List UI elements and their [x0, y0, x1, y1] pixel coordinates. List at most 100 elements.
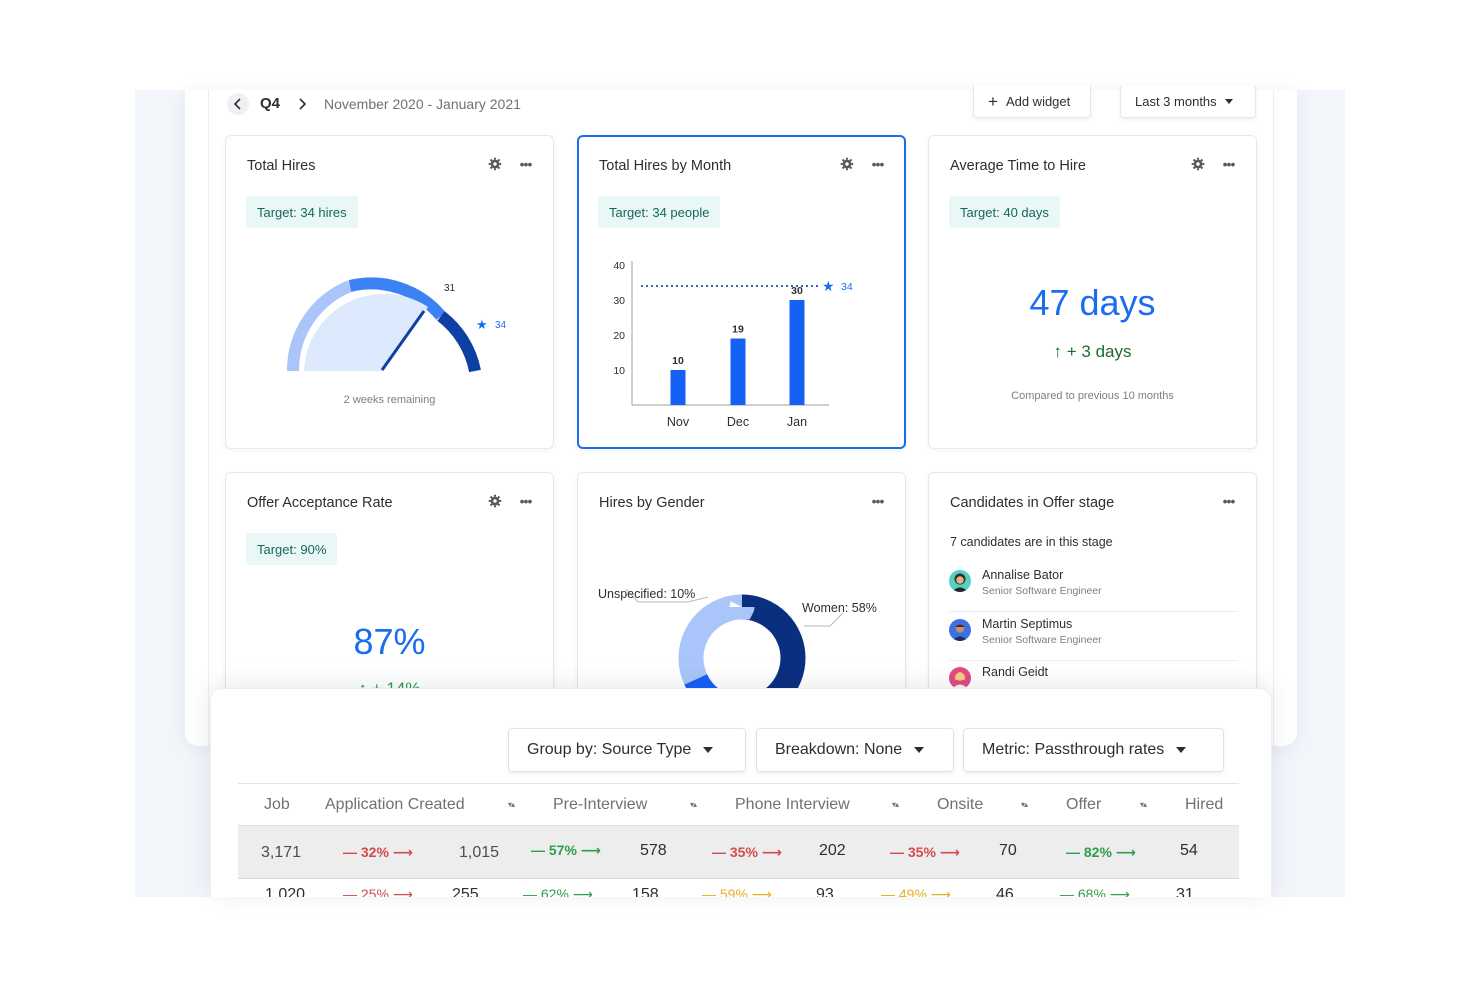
- column-header-offer[interactable]: Offer: [1066, 796, 1102, 813]
- pre-interview-count: 578: [640, 842, 667, 859]
- passthrough-rate: — 35% ⟶: [890, 844, 960, 860]
- period-select[interactable]: Last 3 months: [1120, 86, 1256, 118]
- add-widget-button[interactable]: + Add widget: [973, 86, 1091, 118]
- phone-interview-count: 202: [819, 842, 846, 859]
- bar-jan: [789, 300, 805, 405]
- application-count: 255: [452, 886, 479, 897]
- previous-period-button[interactable]: [227, 93, 249, 115]
- hired-count: 54: [1180, 842, 1198, 859]
- phone-interview-count: 93: [816, 886, 834, 897]
- pre-interview-count: 158: [632, 886, 659, 897]
- add-widget-label: Add widget: [1005, 94, 1071, 109]
- more-options-icon[interactable]: •••: [519, 155, 533, 172]
- funnel-table-header: Job Application Created ▾▴ Pre-Interview…: [238, 783, 1239, 825]
- sort-icon[interactable]: ▾▴: [690, 800, 697, 809]
- target-chip: Target: 34 people: [598, 196, 721, 228]
- table-row[interactable]: 3,171 — 32% ⟶ 1,015 — 57% ⟶ 578 — 35% ⟶ …: [238, 825, 1239, 879]
- card-title: Offer Acceptance Rate: [247, 495, 393, 511]
- onsite-count: 46: [996, 886, 1014, 897]
- candidate-row[interactable]: Randi Geidt: [949, 661, 1238, 709]
- more-options-icon[interactable]: •••: [1222, 492, 1236, 509]
- women-leader-line: [804, 612, 844, 627]
- breakdown-label: Breakdown: None: [775, 741, 903, 758]
- card-title: Total Hires: [247, 158, 316, 174]
- arrow-up-icon: ↑: [1053, 342, 1063, 361]
- metric-dropdown[interactable]: Metric: Passthrough rates: [963, 728, 1224, 772]
- gear-icon[interactable]: [487, 156, 502, 171]
- passthrough-rate: — 68% ⟶: [1060, 886, 1130, 897]
- card-title: Hires by Gender: [599, 495, 705, 511]
- avatar: [949, 619, 971, 641]
- caret-down-icon: [914, 747, 925, 753]
- gauge-needle: [380, 310, 426, 371]
- candidate-row[interactable]: Annalise Bator Senior Software Engineer: [949, 564, 1238, 612]
- caret-down-icon: [703, 747, 714, 753]
- column-header-onsite[interactable]: Onsite: [937, 796, 984, 813]
- y-tick-label: 40: [613, 260, 625, 272]
- x-tick-label: Nov: [667, 415, 690, 427]
- remaining-note: 2 weeks remaining: [343, 394, 436, 406]
- avatar: [949, 667, 971, 689]
- passthrough-rate: — 62% ⟶: [523, 886, 593, 897]
- bar-dec: [730, 338, 746, 405]
- breakdown-dropdown[interactable]: Breakdown: None: [756, 728, 954, 772]
- hires-by-month-bar-chart: 10 20 30 40 ★ 34 10 Nov 19 Dec 30 Jan: [613, 260, 853, 427]
- card-title: Average Time to Hire: [950, 158, 1086, 174]
- plus-icon: +: [988, 92, 998, 111]
- gauge-segment-remaining: [437, 311, 481, 373]
- quarter-label: Q4: [260, 95, 281, 112]
- unspecified-label: Unspecified: 10%: [598, 587, 696, 601]
- passthrough-rate: — 49% ⟶: [881, 886, 951, 897]
- gear-icon[interactable]: [487, 493, 502, 508]
- candidate-role: Senior Software Engineer: [982, 634, 1102, 646]
- next-period-button[interactable]: [291, 93, 313, 115]
- sort-icon[interactable]: ▾▴: [1021, 800, 1028, 809]
- target-value-label: 34: [841, 281, 853, 293]
- candidate-row[interactable]: Martin Septimus Senior Software Engineer: [949, 613, 1238, 661]
- more-options-icon[interactable]: •••: [1222, 155, 1236, 172]
- sort-icon[interactable]: ▾▴: [892, 800, 899, 809]
- total-hires-card[interactable]: Total Hires ••• Target: 34 hires 31 ★ 34…: [225, 135, 554, 449]
- bar-nov: [670, 370, 686, 405]
- dashboard-inner: [208, 90, 1274, 746]
- more-options-icon[interactable]: •••: [871, 155, 885, 172]
- gauge-segment-progress: [348, 277, 446, 320]
- hired-count: 31: [1176, 886, 1194, 897]
- date-range: November 2020 - January 2021: [324, 96, 521, 112]
- more-options-icon[interactable]: •••: [519, 492, 533, 509]
- column-header-phone-interview[interactable]: Phone Interview: [735, 796, 850, 813]
- target-chip: Target: 90%: [246, 533, 338, 565]
- table-row[interactable]: 1,020 — 25% ⟶ 255 — 62% ⟶ 158 — 59% ⟶ 93…: [238, 879, 1239, 897]
- hires-by-month-card[interactable]: Total Hires by Month ••• Target: 34 peop…: [577, 135, 906, 449]
- onsite-count: 70: [999, 842, 1017, 859]
- column-header-hired[interactable]: Hired: [1185, 796, 1224, 813]
- column-header-application-created[interactable]: Application Created: [325, 796, 465, 813]
- bar-value-label: 10: [672, 355, 684, 367]
- avatar: [949, 570, 971, 592]
- more-options-icon[interactable]: •••: [871, 492, 885, 509]
- column-header-pre-interview[interactable]: Pre-Interview: [553, 796, 648, 813]
- sort-icon[interactable]: ▾▴: [508, 800, 515, 809]
- passthrough-rate: — 59% ⟶: [702, 886, 772, 897]
- card-title: Total Hires by Month: [599, 158, 732, 174]
- y-tick-label: 10: [613, 365, 625, 377]
- star-icon: ★: [822, 278, 835, 294]
- gear-icon[interactable]: [1190, 156, 1205, 171]
- delta-text: + 3 days: [1066, 342, 1132, 361]
- passthrough-rate: — 57% ⟶: [531, 842, 601, 858]
- candidate-name: Randi Geidt: [982, 665, 1049, 679]
- star-icon: ★: [476, 317, 488, 332]
- average-time-card[interactable]: Average Time to Hire ••• Target: 40 days…: [928, 135, 1257, 449]
- candidate-name: Martin Septimus: [982, 617, 1073, 631]
- gauge-segment-early: [286, 280, 353, 372]
- passthrough-rate: — 32% ⟶: [343, 844, 413, 860]
- metric-label: Metric: Passthrough rates: [982, 741, 1165, 758]
- gear-icon[interactable]: [839, 156, 854, 171]
- caret-down-icon: [1176, 747, 1187, 753]
- gauge-chart: 31 ★ 34: [286, 277, 507, 373]
- candidate-role: Senior Software Engineer: [982, 585, 1102, 597]
- sort-icon[interactable]: ▾▴: [1140, 800, 1147, 809]
- column-header-job[interactable]: Job: [264, 796, 290, 813]
- group-by-dropdown[interactable]: Group by: Source Type: [508, 728, 746, 772]
- group-by-label: Group by: Source Type: [527, 741, 692, 758]
